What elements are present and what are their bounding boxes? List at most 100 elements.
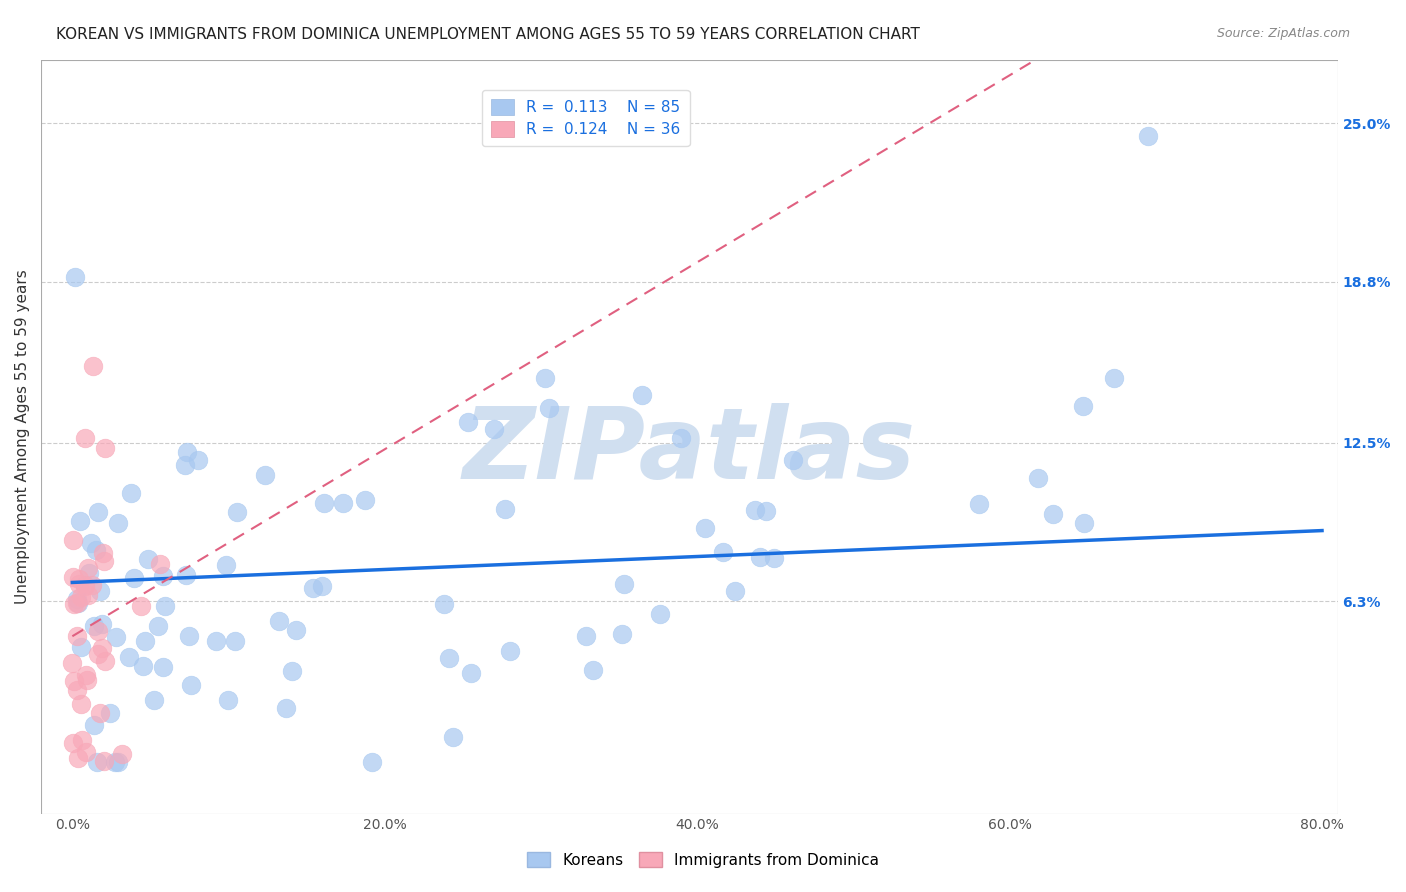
- Point: [66, 683, 89, 698]
- Point: [176, 567, 198, 582]
- Point: [63, 597, 86, 611]
- Point: [63, 674, 86, 689]
- Point: [91, 641, 114, 656]
- Point: [77, 561, 100, 575]
- Point: [63, 269, 86, 284]
- Point: [75, 577, 97, 591]
- Point: [70, 591, 93, 605]
- Point: [98, 706, 121, 720]
- Point: [84, 542, 107, 557]
- Point: [1071, 399, 1094, 413]
- Point: [134, 633, 156, 648]
- Point: [66, 629, 89, 643]
- Point: [575, 630, 598, 644]
- Point: [311, 579, 333, 593]
- Point: [612, 627, 634, 641]
- Point: [711, 545, 734, 559]
- Point: [69, 640, 91, 654]
- Point: [149, 557, 172, 571]
- Point: [80, 578, 103, 592]
- Point: [62, 657, 84, 671]
- Point: [83, 718, 105, 732]
- Point: [693, 521, 716, 535]
- Text: KOREAN VS IMMIGRANTS FROM DOMINICA UNEMPLOYMENT AMONG AGES 55 TO 59 YEARS CORREL: KOREAN VS IMMIGRANTS FROM DOMINICA UNEMP…: [56, 27, 920, 42]
- Point: [669, 430, 692, 444]
- Point: [302, 581, 325, 595]
- Point: [93, 554, 115, 568]
- Point: [94, 441, 117, 455]
- Point: [132, 659, 155, 673]
- Point: [225, 505, 247, 519]
- Legend: Koreans, Immigrants from Dominica: Koreans, Immigrants from Dominica: [520, 844, 886, 875]
- Point: [67, 596, 90, 610]
- Point: [187, 452, 209, 467]
- Point: [253, 468, 276, 483]
- Point: [353, 493, 375, 508]
- Point: [537, 401, 560, 415]
- Point: [89, 706, 111, 720]
- Point: [312, 496, 335, 510]
- Text: Source: ZipAtlas.com: Source: ZipAtlas.com: [1216, 27, 1350, 40]
- Point: [217, 693, 239, 707]
- Point: [67, 576, 90, 591]
- Point: [104, 630, 127, 644]
- Point: [361, 756, 384, 770]
- Point: [1136, 129, 1159, 144]
- Point: [534, 370, 557, 384]
- Point: [494, 502, 516, 516]
- Point: [224, 633, 246, 648]
- Point: [176, 445, 198, 459]
- Point: [457, 415, 479, 429]
- Point: [155, 599, 177, 614]
- Point: [66, 596, 89, 610]
- Point: [67, 572, 90, 586]
- Point: [118, 650, 141, 665]
- Point: [67, 751, 90, 765]
- Point: [274, 701, 297, 715]
- Point: [1026, 471, 1049, 485]
- Point: [62, 533, 84, 547]
- Point: [782, 453, 804, 467]
- Point: [86, 504, 108, 518]
- Point: [281, 665, 304, 679]
- Point: [460, 665, 482, 680]
- Point: [76, 588, 98, 602]
- Point: [93, 754, 115, 768]
- Point: [107, 516, 129, 530]
- Point: [80, 536, 103, 550]
- Point: [173, 458, 195, 472]
- Point: [69, 514, 91, 528]
- Point: [215, 558, 238, 572]
- Point: [332, 496, 354, 510]
- Point: [1102, 371, 1125, 385]
- Point: [631, 388, 654, 402]
- Point: [744, 503, 766, 517]
- Point: [62, 736, 84, 750]
- Point: [94, 654, 117, 668]
- Point: [499, 644, 522, 658]
- Point: [122, 571, 145, 585]
- Point: [482, 422, 505, 436]
- Point: [437, 651, 460, 665]
- Point: [104, 756, 127, 770]
- Point: [89, 584, 111, 599]
- Point: [75, 745, 97, 759]
- Point: [70, 697, 93, 711]
- Point: [70, 733, 93, 747]
- Point: [152, 660, 174, 674]
- Point: [138, 552, 160, 566]
- Point: [152, 569, 174, 583]
- Point: [1042, 507, 1064, 521]
- Point: [75, 579, 97, 593]
- Point: [433, 598, 456, 612]
- Point: [77, 566, 100, 581]
- Point: [82, 359, 104, 374]
- Point: [87, 647, 110, 661]
- Point: [87, 624, 110, 638]
- Point: [205, 634, 228, 648]
- Point: [62, 570, 84, 584]
- Point: [107, 756, 129, 770]
- Point: [613, 577, 636, 591]
- Point: [91, 546, 114, 560]
- Point: [179, 629, 201, 643]
